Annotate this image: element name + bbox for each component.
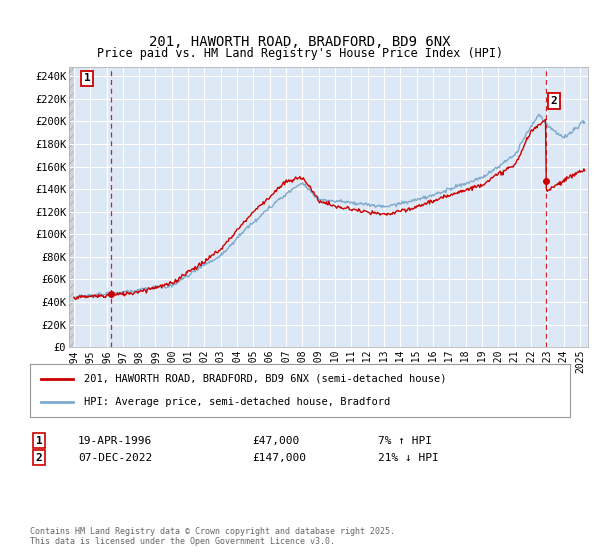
Text: Price paid vs. HM Land Registry's House Price Index (HPI): Price paid vs. HM Land Registry's House … [97, 46, 503, 60]
Text: £147,000: £147,000 [252, 452, 306, 463]
Text: 1: 1 [83, 73, 91, 83]
Text: HPI: Average price, semi-detached house, Bradford: HPI: Average price, semi-detached house,… [84, 397, 390, 407]
Text: Contains HM Land Registry data © Crown copyright and database right 2025.
This d: Contains HM Land Registry data © Crown c… [30, 526, 395, 546]
Text: 2: 2 [551, 96, 557, 106]
Text: £47,000: £47,000 [252, 436, 299, 446]
Text: 2: 2 [35, 452, 43, 463]
Text: 201, HAWORTH ROAD, BRADFORD, BD9 6NX (semi-detached house): 201, HAWORTH ROAD, BRADFORD, BD9 6NX (se… [84, 374, 446, 384]
Text: 07-DEC-2022: 07-DEC-2022 [78, 452, 152, 463]
Text: 19-APR-1996: 19-APR-1996 [78, 436, 152, 446]
Text: 201, HAWORTH ROAD, BRADFORD, BD9 6NX: 201, HAWORTH ROAD, BRADFORD, BD9 6NX [149, 35, 451, 49]
Text: 21% ↓ HPI: 21% ↓ HPI [378, 452, 439, 463]
Text: 7% ↑ HPI: 7% ↑ HPI [378, 436, 432, 446]
Text: 1: 1 [35, 436, 43, 446]
